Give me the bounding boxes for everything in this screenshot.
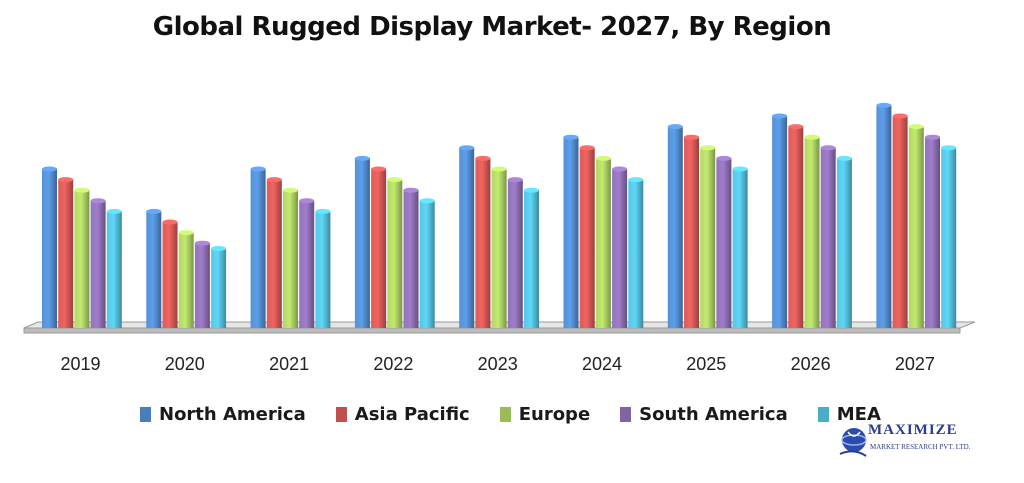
x-tick-label: 2021 [269,354,309,374]
bar-europe-2022 [387,177,403,328]
legend-swatch [140,407,151,422]
logo-name: MAXIMIZE [868,422,958,438]
bar-mea-2020 [211,246,227,328]
bar-asia-pacific-2021 [266,177,282,328]
bar-south-america-2021 [299,198,315,328]
x-tick-label: 2026 [791,354,831,374]
legend-label: Europe [518,404,591,425]
chart-title: Global Rugged Display Market- 2027, By R… [152,12,832,42]
bar-europe-2025 [700,145,716,328]
logo-subtitle: MARKET RESEARCH PVT. LTD. [870,443,971,451]
bar-mea-2021 [315,208,331,328]
x-tick-label: 2022 [373,354,413,374]
x-tick-label: 2024 [582,354,622,374]
bar-south-america-2020 [194,240,210,328]
bar-mea-2027 [941,145,957,328]
x-tick-label: 2023 [478,354,518,374]
bar-asia-pacific-2022 [371,166,387,328]
bar-mea-2024 [628,177,644,328]
legend-swatch [817,407,829,422]
bar-mea-2022 [419,198,435,328]
legend-label: South America [639,404,788,425]
legend-swatch [499,407,511,422]
bar-mea-2025 [732,166,748,328]
bar-north-america-2024 [563,134,579,328]
bar-north-america-2020 [146,208,162,328]
bar-mea-2019 [106,208,122,328]
legend-label: Asia Pacific [354,404,470,425]
bar-asia-pacific-2025 [684,134,699,328]
bar-europe-2024 [595,155,611,328]
bar-asia-pacific-2020 [162,219,178,328]
bar-asia-pacific-2026 [788,124,804,328]
bar-north-america-2019 [42,166,57,328]
bar-north-america-2025 [667,124,683,328]
x-tick-label: 2025 [686,354,726,374]
bar-mea-2023 [524,187,539,328]
bar-asia-pacific-2027 [892,113,908,328]
bar-asia-pacific-2024 [579,145,595,328]
bar-north-america-2023 [459,145,475,328]
bar-south-america-2025 [716,155,732,328]
legend-item: South America [620,404,788,425]
bar-north-america-2021 [250,166,266,328]
bar-north-america-2022 [354,155,370,328]
x-tick-label: 2027 [895,354,935,374]
legend-swatch [335,407,347,422]
company-logo: MAXIMIZE MARKET RESEARCH PVT. LTD. [838,420,998,470]
bar-south-america-2026 [820,145,836,328]
x-tick-label: 2020 [165,354,205,374]
legend-item: North America [140,404,306,425]
bar-south-america-2019 [90,198,106,328]
legend-swatch [620,407,632,422]
bar-europe-2027 [908,124,924,328]
legend-label: North America [159,404,306,425]
bar-asia-pacific-2019 [58,177,74,328]
bar-south-america-2024 [612,166,628,328]
chart-legend: North America Asia Pacific Europe South Ame… [140,404,881,425]
legend-item: Europe [499,404,591,425]
bar-south-america-2023 [507,177,523,328]
bar-mea-2026 [836,155,852,328]
chart-floor-edge [23,327,961,334]
bar-europe-2020 [178,230,194,328]
bar-south-america-2022 [403,187,419,328]
bar-asia-pacific-2023 [475,155,491,328]
bar-europe-2021 [283,187,298,328]
legend-label: MEA [836,404,881,425]
bar-north-america-2026 [772,113,788,328]
globe-icon [839,428,867,457]
bar-europe-2023 [491,166,507,328]
legend-item: MEA [817,404,881,425]
legend-item: Asia Pacific [335,404,470,425]
x-tick-label: 2019 [60,354,100,374]
bar-europe-2019 [74,187,90,328]
bar-south-america-2027 [925,134,940,328]
bar-north-america-2027 [876,102,892,329]
bar-europe-2026 [804,134,820,328]
